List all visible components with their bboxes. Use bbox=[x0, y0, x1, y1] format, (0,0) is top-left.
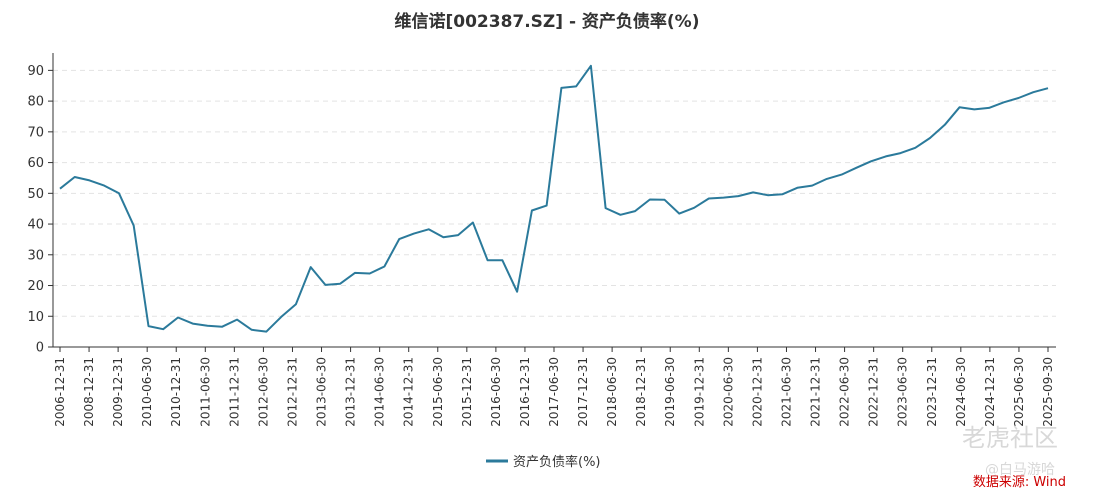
x-tick-label: 2006-12-31 bbox=[53, 357, 67, 427]
chart-title: 维信诺[002387.SZ] - 资产负债率(%) bbox=[394, 11, 699, 32]
x-tick-label: 2015-12-31 bbox=[460, 357, 474, 427]
x-tick-label: 2010-12-31 bbox=[169, 357, 183, 427]
y-tick-label: 10 bbox=[27, 310, 44, 325]
y-tick-label: 20 bbox=[27, 279, 44, 294]
x-tick-label: 2011-06-30 bbox=[198, 357, 212, 427]
x-tick-label: 2019-06-30 bbox=[663, 357, 677, 427]
y-tick-label: 50 bbox=[27, 187, 44, 202]
x-tick-label: 2022-06-30 bbox=[838, 357, 852, 427]
y-tick-label: 70 bbox=[27, 125, 44, 140]
x-tick-label: 2025-09-30 bbox=[1041, 357, 1055, 427]
x-tick-label: 2024-12-31 bbox=[983, 357, 997, 427]
x-tick-label: 2021-12-31 bbox=[809, 357, 823, 427]
x-tick-label: 2014-06-30 bbox=[373, 357, 387, 427]
x-tick-label: 2009-12-31 bbox=[111, 357, 125, 427]
x-tick-label: 2023-12-31 bbox=[925, 357, 939, 427]
x-tick-label: 2018-06-30 bbox=[605, 357, 619, 427]
y-tick-label: 0 bbox=[36, 341, 44, 356]
y-tick-label: 40 bbox=[27, 218, 44, 233]
x-tick-label: 2023-06-30 bbox=[896, 357, 910, 427]
x-tick-label: 2015-06-30 bbox=[431, 357, 445, 427]
x-tick-label: 2021-06-30 bbox=[779, 357, 793, 427]
x-tick-label: 2011-12-31 bbox=[227, 357, 241, 427]
data-source: 数据来源: Wind bbox=[973, 475, 1066, 490]
x-tick-label: 2020-12-31 bbox=[750, 357, 764, 427]
x-tick-label: 2018-12-31 bbox=[634, 357, 648, 427]
x-axis: 2006-12-31 2008-12-31 2009-12-31 2010-06-30… bbox=[53, 346, 1056, 427]
x-tick-label: 2016-12-31 bbox=[518, 357, 532, 427]
watermark-text: 老虎社区 bbox=[962, 424, 1058, 452]
x-tick-label: 2017-06-30 bbox=[547, 357, 561, 427]
y-tick-label: 80 bbox=[27, 95, 44, 110]
legend[interactable]: 资产负债率(%) bbox=[486, 454, 601, 470]
grid-lines bbox=[53, 69, 1056, 317]
x-tick-label: 2025-06-30 bbox=[1012, 357, 1026, 427]
x-tick-label: 2024-06-30 bbox=[954, 357, 968, 427]
x-tick-label: 2019-12-31 bbox=[692, 357, 706, 427]
x-tick-label: 2017-12-31 bbox=[576, 357, 590, 427]
legend-label: 资产负债率(%) bbox=[513, 454, 601, 470]
x-tick-label: 2020-06-30 bbox=[721, 357, 735, 427]
x-tick-label: 2016-06-30 bbox=[489, 357, 503, 427]
x-tick-label: 2010-06-30 bbox=[140, 357, 154, 427]
x-tick-label: 2022-12-31 bbox=[867, 357, 881, 427]
x-tick-label: 2008-12-31 bbox=[82, 357, 96, 427]
y-axis: 0 10 20 30 40 50 60 70 80 90 bbox=[27, 53, 54, 356]
x-tick-label: 2014-12-31 bbox=[402, 357, 416, 427]
y-tick-label: 60 bbox=[27, 156, 44, 171]
series-group bbox=[59, 64, 1049, 333]
x-tick-label: 2012-06-30 bbox=[256, 357, 270, 427]
x-tick-label: 2013-12-31 bbox=[344, 357, 358, 427]
watermark-handle: @白马游哈 bbox=[985, 462, 1055, 478]
y-tick-label: 90 bbox=[27, 64, 44, 79]
x-tick-label: 2013-06-30 bbox=[315, 357, 329, 427]
series-line bbox=[59, 64, 1049, 333]
y-tick-label: 30 bbox=[27, 248, 44, 263]
x-tick-label: 2012-12-31 bbox=[285, 357, 299, 427]
